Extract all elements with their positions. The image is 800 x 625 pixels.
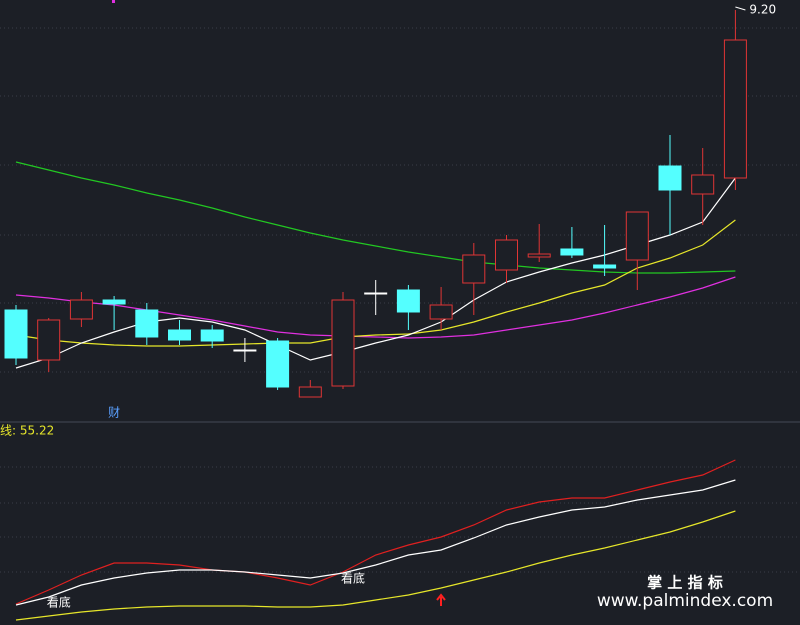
annotation: 看底 xyxy=(341,571,365,586)
marker-dot xyxy=(112,0,115,3)
ma-line xyxy=(15,161,736,274)
annotation: 财 xyxy=(108,406,120,420)
high-label: 9.20 xyxy=(749,3,776,17)
candle-body xyxy=(69,299,93,320)
candle-body xyxy=(4,309,28,359)
candle-body xyxy=(527,253,551,258)
buy-arrow xyxy=(436,593,446,606)
candle-body xyxy=(658,165,682,191)
candle-body xyxy=(462,254,486,284)
candle-body xyxy=(593,264,617,269)
ma-line xyxy=(15,479,736,606)
ma-line xyxy=(15,219,736,347)
candle-body xyxy=(266,340,290,388)
candle-body xyxy=(723,39,747,179)
candle-body xyxy=(625,211,649,261)
candle-body xyxy=(135,309,159,338)
candle-body xyxy=(331,299,355,387)
watermark-url: www.palmindex.com xyxy=(597,591,773,611)
candle-body xyxy=(298,386,322,398)
candle-body xyxy=(168,329,191,341)
ma-line xyxy=(15,459,736,605)
candle-body xyxy=(37,319,61,361)
candle-body xyxy=(200,329,224,342)
ma-line xyxy=(15,510,736,621)
candle-body xyxy=(560,248,584,256)
candle-body xyxy=(102,299,126,305)
ma-line xyxy=(15,276,736,339)
watermark-title: 掌 上 指 标 xyxy=(647,574,723,592)
candle-body xyxy=(364,292,388,295)
candle-body xyxy=(233,349,257,352)
candle-body xyxy=(429,304,453,320)
indicator-label: 线: 55.22 xyxy=(0,424,54,438)
high-pointer xyxy=(735,6,746,11)
candle-body xyxy=(691,174,715,195)
candle-body xyxy=(396,289,420,313)
annotation: 看底 xyxy=(47,595,71,610)
candle-body xyxy=(495,239,518,271)
